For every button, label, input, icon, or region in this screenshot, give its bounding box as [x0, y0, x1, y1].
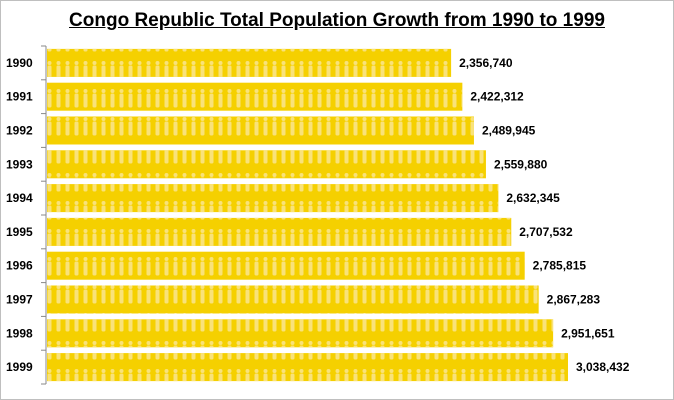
bar-pattern-1996: [47, 251, 525, 280]
data-label: 2,356,740: [459, 56, 513, 70]
data-label: 2,422,312: [470, 90, 524, 104]
data-label: 3,038,432: [576, 360, 630, 374]
bar-pattern-1994: [47, 184, 499, 213]
chart-title: Congo Republic Total Population Growth f…: [69, 10, 605, 31]
bar-pattern-1997: [47, 285, 539, 314]
y-tick-label: 1996: [6, 259, 33, 273]
bar-pattern-1998: [47, 319, 554, 348]
bar-pattern-1995: [47, 217, 512, 246]
bar-pattern-1992: [47, 116, 474, 145]
data-label: 2,489,945: [482, 124, 536, 138]
bar-pattern-1990: [47, 48, 452, 77]
y-tick-label: 1999: [6, 360, 33, 374]
y-tick-label: 1992: [6, 124, 33, 138]
bar-pattern-1991: [47, 82, 463, 111]
data-label: 2,951,651: [561, 326, 615, 340]
data-label: 2,559,880: [494, 157, 548, 171]
y-tick-label: 1990: [6, 56, 33, 70]
data-label: 2,867,283: [547, 293, 601, 307]
y-tick-label: 1995: [6, 225, 33, 239]
y-tick-label: 1994: [6, 191, 33, 205]
y-tick-label: 1993: [6, 157, 33, 171]
bar-pattern-1999: [47, 353, 568, 382]
bar-pattern-1993: [47, 150, 486, 179]
data-label: 2,707,532: [519, 225, 573, 239]
data-label: 2,632,345: [506, 191, 560, 205]
data-label: 2,785,815: [533, 259, 587, 273]
y-tick-label: 1998: [6, 326, 33, 340]
y-tick-label: 1991: [6, 90, 33, 104]
y-tick-label: 1997: [6, 293, 33, 307]
